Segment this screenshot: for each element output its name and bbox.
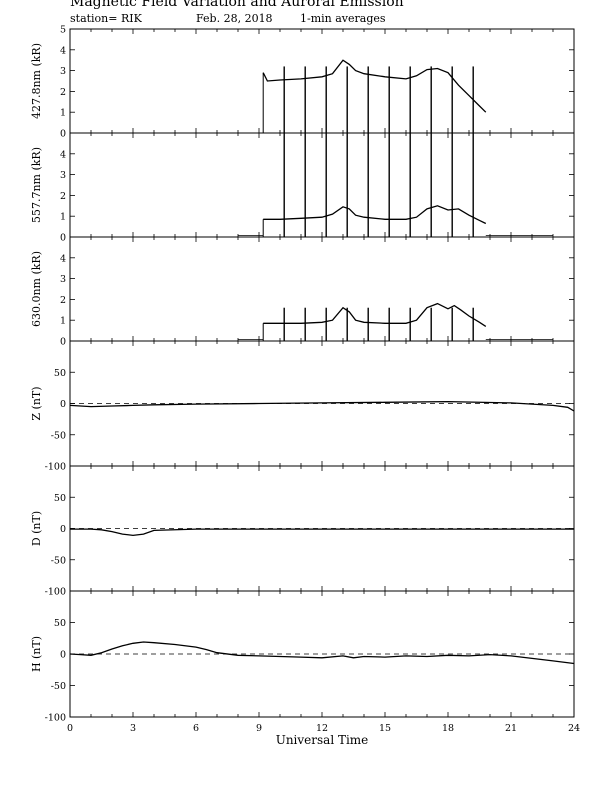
y-tick-label: 3: [60, 274, 66, 285]
y-tick-label: 0: [60, 337, 66, 348]
series-line: [263, 302, 487, 327]
y-tick-label: 0: [60, 233, 66, 244]
y-axis-label: H (nT): [30, 636, 43, 672]
y-tick-label: 50: [54, 618, 66, 629]
y-axis-label: Z (nT): [30, 386, 43, 420]
y-tick-label: 50: [54, 493, 66, 504]
y-axis-label: 557.7nm (kR): [30, 147, 43, 223]
series-line: [262, 59, 487, 113]
y-tick-label: -50: [51, 681, 66, 692]
y-axis-label: D (nT): [30, 511, 43, 546]
series-line: [69, 641, 575, 665]
y-tick-label: 2: [60, 191, 66, 202]
x-tick-label: 21: [505, 723, 517, 734]
y-axis-label: 630.0nm (kR): [30, 251, 43, 327]
x-tick-label: 12: [316, 723, 328, 734]
y-tick-label: 2: [60, 87, 66, 98]
y-tick-label: 50: [54, 368, 66, 379]
date-label: Feb. 28, 2018: [196, 12, 273, 25]
x-tick-label: 15: [379, 723, 391, 734]
y-tick-label: 4: [60, 253, 66, 264]
y-tick-label: -50: [51, 555, 66, 566]
y-tick-label: 3: [60, 170, 66, 181]
x-tick-label: 3: [130, 723, 136, 734]
panel-frame: [69, 132, 575, 238]
y-tick-label: -100: [45, 587, 66, 598]
x-tick-label: 6: [193, 723, 199, 734]
series-line: [69, 400, 575, 412]
y-tick-label: 5: [60, 25, 66, 36]
averaging-label: 1-min averages: [300, 12, 386, 25]
series-line: [70, 528, 574, 537]
y-tick-label: 0: [60, 129, 66, 140]
station-label: station= RIK: [70, 12, 142, 25]
x-tick-label: 24: [568, 723, 580, 734]
x-tick-label: 9: [256, 723, 262, 734]
y-tick-label: 0: [60, 399, 66, 410]
panel-frame: [69, 28, 575, 134]
y-tick-label: 3: [60, 66, 66, 77]
x-tick-label: 18: [442, 723, 454, 734]
y-tick-label: 0: [60, 524, 66, 535]
y-tick-label: 1: [60, 212, 66, 223]
y-tick-label: -100: [45, 462, 66, 473]
series-line: [263, 205, 487, 225]
chart-title: Magnetic Field Variation and Auroral Emi…: [70, 0, 404, 10]
y-tick-label: 4: [60, 45, 66, 56]
y-axis-label: 427.8nm (kR): [30, 43, 43, 119]
x-axis-label: Universal Time: [276, 733, 369, 747]
y-tick-label: 0: [60, 650, 66, 661]
x-tick-label: 0: [67, 723, 73, 734]
y-tick-label: -50: [51, 430, 66, 441]
y-tick-label: 1: [60, 108, 66, 119]
y-tick-label: 2: [60, 295, 66, 306]
y-tick-label: 4: [60, 149, 66, 160]
y-tick-label: -100: [45, 713, 66, 724]
panel-frame: [69, 236, 575, 342]
y-tick-label: 1: [60, 316, 66, 327]
